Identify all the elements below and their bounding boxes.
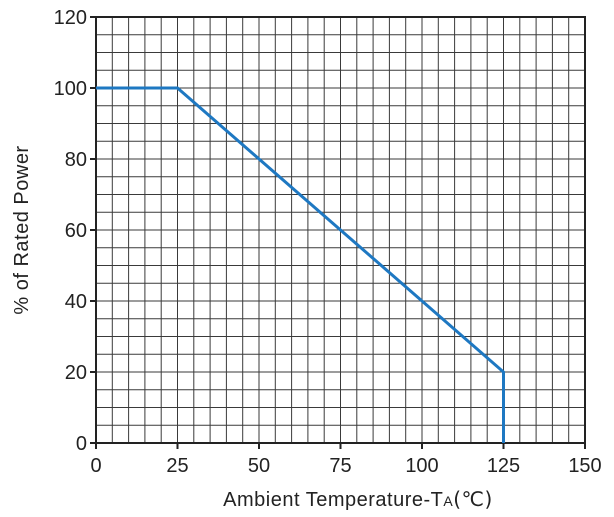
x-tick-label: 25 [166, 455, 188, 477]
y-tick-label: 40 [65, 291, 87, 313]
y-tick-label: 20 [65, 362, 87, 384]
x-axis-label-unit: (℃) [453, 487, 493, 511]
y-tick-label: 80 [65, 149, 87, 171]
y-axis-ticks: 0 20 40 60 80 100 120 [54, 7, 96, 455]
y-axis-label: % of Rated Power [11, 145, 33, 314]
x-axis-label-subscript: A [443, 493, 453, 509]
x-tick-label: 100 [405, 455, 438, 477]
x-tick-label: 125 [487, 455, 520, 477]
x-axis-label-main: Ambient Temperature-T [223, 489, 443, 511]
y-tick-label: 60 [65, 220, 87, 242]
y-tick-label: 100 [54, 78, 87, 100]
y-tick-label: 120 [54, 7, 87, 29]
x-axis-label: Ambient Temperature-TA(℃) [223, 487, 493, 511]
x-tick-label: 75 [329, 455, 351, 477]
x-tick-label: 50 [248, 455, 270, 477]
x-tick-label: 150 [568, 455, 601, 477]
series-group [96, 86, 505, 443]
x-tick-label: 0 [90, 455, 101, 477]
grid [96, 17, 585, 443]
x-axis-ticks: 0 25 50 75 100 125 150 [90, 443, 602, 477]
y-tick-label: 0 [76, 433, 87, 455]
derating-curve [96, 86, 505, 443]
